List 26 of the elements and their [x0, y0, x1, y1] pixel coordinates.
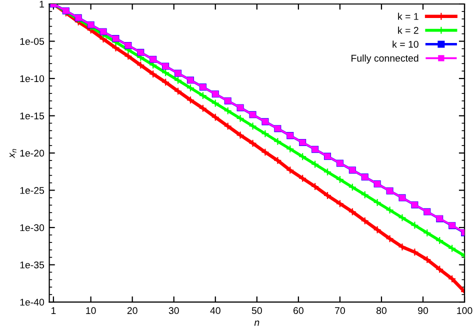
x-tick-label: 60	[294, 307, 304, 314]
x-tick-label: 80	[376, 307, 387, 314]
x-tick-label: 100	[457, 307, 472, 314]
y-tick-label: 1e-40	[20, 298, 44, 306]
legend-label: Fully connected	[352, 54, 418, 64]
y-axis-title: x$_{n}$	[10, 149, 16, 158]
y-tick-label: 1e-25	[20, 187, 44, 194]
x-tick-label: 1	[51, 307, 56, 314]
y-tick-label: 1	[40, 0, 44, 8]
y-tick-label: 1e-30	[20, 224, 44, 232]
legend-label: k = 2	[398, 26, 418, 34]
y-tick-label: 1e-10	[20, 75, 44, 82]
x-axis-title: n	[254, 320, 260, 326]
x-tick-label: 90	[418, 307, 428, 314]
legend-label: k = 1	[398, 12, 418, 20]
y-tick-label: 1e-35	[20, 262, 44, 268]
x-tick-label: 30	[168, 307, 179, 314]
y-tick-label: 1e-15	[20, 112, 44, 120]
x-tick-label: 10	[86, 307, 96, 314]
x-tick-label: 20	[127, 307, 138, 314]
y-tick-label: 1e-20	[20, 150, 44, 157]
x-tick-label: 40	[210, 307, 220, 314]
y-tick-label: 1e-05	[20, 38, 44, 45]
x-tick-label: 70	[335, 307, 345, 314]
legend-label: k = 10	[392, 40, 418, 48]
x-tick-label: 50	[252, 307, 262, 314]
